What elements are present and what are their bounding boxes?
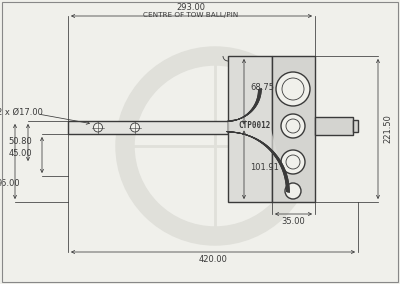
Text: 95.00: 95.00 [0, 179, 20, 189]
Circle shape [130, 123, 140, 132]
Text: 101.91: 101.91 [250, 164, 279, 172]
Circle shape [276, 72, 310, 106]
Text: 2 x Ø17.00: 2 x Ø17.00 [0, 108, 43, 116]
Polygon shape [228, 89, 288, 192]
Bar [68, 121, 228, 134]
Bar [315, 117, 353, 135]
Circle shape [286, 119, 300, 133]
Bar [353, 120, 358, 132]
Bar [228, 56, 272, 202]
Text: CENTRE OF TOW BALL/PIN: CENTRE OF TOW BALL/PIN [143, 12, 239, 18]
Text: 420.00: 420.00 [198, 254, 228, 264]
Text: 35.00: 35.00 [281, 216, 305, 225]
Circle shape [286, 155, 300, 169]
Text: 68.75: 68.75 [250, 83, 274, 93]
Circle shape [282, 78, 304, 100]
Text: 45.00: 45.00 [8, 149, 32, 158]
Circle shape [281, 150, 305, 174]
Circle shape [281, 114, 305, 138]
Text: 221.50: 221.50 [384, 114, 392, 143]
Text: CTP0012: CTP0012 [239, 122, 271, 131]
Text: 293.00: 293.00 [176, 3, 206, 11]
Text: 50.80: 50.80 [8, 137, 32, 145]
Circle shape [94, 123, 102, 132]
Circle shape [285, 183, 301, 199]
Bar [272, 56, 315, 202]
